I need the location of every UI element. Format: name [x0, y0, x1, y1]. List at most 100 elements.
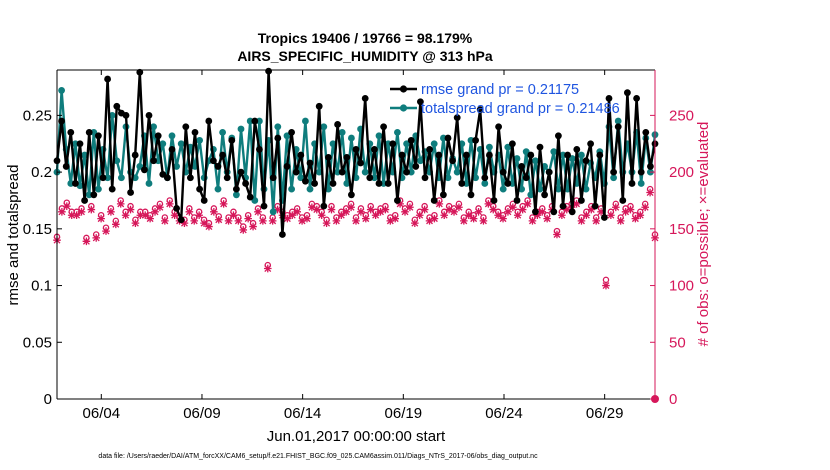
- obs-evaluated-point: [165, 200, 174, 208]
- obs-evaluated-point: [239, 226, 248, 234]
- rmse-point: [490, 197, 498, 204]
- rmse-point: [223, 174, 231, 182]
- rmse-point: [150, 157, 158, 165]
- totalspread-point: [95, 185, 102, 193]
- rmse-point: [357, 159, 364, 167]
- obs-evaluated-point: [77, 208, 86, 216]
- rmse-point: [637, 168, 645, 176]
- x-tick-label: 06/24: [485, 405, 523, 422]
- obs-evaluated-point: [411, 219, 419, 227]
- obs-evaluated-point: [357, 208, 365, 216]
- obs-evaluated-point: [97, 214, 105, 223]
- rmse-point: [532, 208, 539, 216]
- obs-evaluated-point: [641, 203, 649, 212]
- right-tick-label: 150: [669, 221, 694, 238]
- obs-evaluated-point: [611, 203, 620, 212]
- rmse-point: [62, 163, 70, 170]
- rmse-point: [504, 180, 512, 187]
- x-tick-label: 06/09: [183, 405, 221, 422]
- obs-evaluated-point: [210, 208, 218, 216]
- totalspread-point: [637, 180, 645, 187]
- obs-evaluated-point: [474, 208, 483, 216]
- totalspread-point: [306, 185, 314, 193]
- obs-evaluated-point: [523, 200, 532, 208]
- rmse-point: [274, 134, 282, 142]
- rmse-point: [237, 168, 245, 176]
- rmse-point: [624, 89, 631, 97]
- rmse-point: [288, 128, 295, 136]
- rmse-point: [619, 197, 627, 204]
- obs-evaluated-point: [513, 211, 522, 220]
- rmse-point: [380, 123, 387, 131]
- obs-evaluated-point: [224, 217, 233, 225]
- right-tick-label: 200: [669, 164, 694, 181]
- totalspread-point: [472, 174, 479, 182]
- rmse-point: [601, 214, 608, 221]
- totalspread-point: [177, 140, 185, 148]
- obs-evaluated-point: [87, 205, 96, 214]
- totalspread-point: [444, 174, 452, 182]
- obs-evaluated-point: [332, 217, 341, 225]
- obs-evaluated-point: [352, 217, 360, 225]
- rmse-point: [214, 163, 222, 170]
- totalspread-point: [274, 123, 282, 131]
- rmse-point: [582, 157, 590, 165]
- totalspread-point: [196, 136, 204, 144]
- obs-evaluated-point: [562, 205, 571, 214]
- obs-evaluated-point: [337, 211, 346, 220]
- rmse-point: [435, 151, 443, 159]
- rmse-point: [642, 128, 650, 136]
- rmse-point: [375, 180, 383, 187]
- totalspread-point: [118, 174, 125, 182]
- totalspread-point: [430, 140, 438, 148]
- totalspread-point: [550, 148, 558, 156]
- rmse-point: [67, 128, 75, 136]
- obs-evaluated-point: [425, 217, 434, 225]
- rmse-point: [200, 197, 208, 204]
- rmse-point: [564, 151, 571, 159]
- totalspread-point: [58, 87, 65, 94]
- legend: rmse grand pr = 0.21175 totalspread gran…: [390, 82, 620, 117]
- rmse-point: [518, 163, 525, 170]
- obs-evaluated-point: [72, 211, 81, 220]
- totalspread-point: [302, 117, 309, 125]
- obs-evaluated-point: [484, 200, 493, 208]
- obs-evaluated-point: [391, 214, 400, 223]
- totalspread-point: [417, 157, 424, 165]
- rmse-point: [394, 197, 401, 204]
- totalspread-point: [338, 128, 346, 136]
- obs-evaluated-point: [82, 237, 91, 246]
- right-axis-ticks: 0 50 100 150 200 250: [650, 107, 694, 408]
- rmse-point: [246, 193, 254, 201]
- rmse-series: [53, 67, 659, 238]
- rmse-point: [219, 151, 227, 159]
- obs-evaluated-point: [376, 208, 385, 216]
- chart-title-line2: AIRS_SPECIFIC_HUMIDITY @ 313 hPa: [237, 48, 493, 64]
- rmse-point: [647, 163, 654, 170]
- obs-evaluated-point: [268, 217, 277, 225]
- totalspread-point: [453, 168, 461, 176]
- rmse-point: [559, 202, 567, 210]
- rmse-point: [251, 117, 259, 125]
- rmse-point: [210, 157, 217, 165]
- rmse-point: [403, 168, 410, 176]
- totalspread-point: [219, 128, 227, 136]
- rmse-point: [306, 159, 314, 167]
- rmse-point: [476, 106, 484, 114]
- rmse-point: [398, 151, 406, 159]
- rmse-point: [568, 208, 576, 216]
- obs-evaluated-point: [543, 214, 551, 223]
- obs-evaluated-point: [185, 208, 194, 216]
- right-tick-label: 50: [669, 334, 686, 351]
- rmse-point: [141, 166, 148, 174]
- rmse-point: [495, 123, 502, 131]
- rmse-point: [541, 191, 548, 199]
- rmse-point: [95, 132, 102, 140]
- rmse-point: [458, 180, 466, 187]
- obs-evaluated-point: [126, 205, 135, 214]
- obs-evaluated-point: [342, 208, 350, 216]
- left-tick-label: 0: [44, 391, 52, 408]
- obs-evaluated-point: [504, 208, 512, 216]
- rmse-point: [573, 146, 581, 153]
- obs-evaluated-point: [112, 220, 120, 229]
